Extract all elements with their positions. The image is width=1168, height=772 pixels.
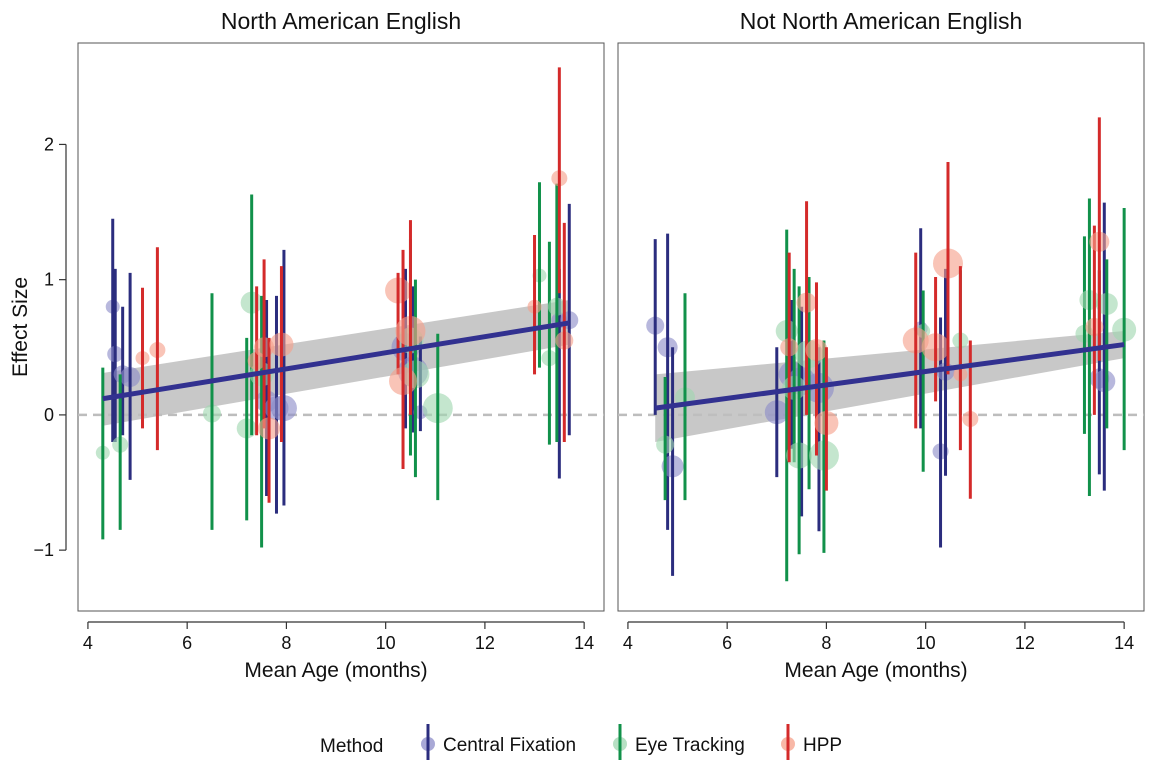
panel-not-north-american-english: Not North American English 4 6 8 10 12 14 Mean … <box>617 8 1145 682</box>
legend-label: HPP <box>803 735 842 756</box>
trend-line <box>102 320 570 402</box>
legend-label: Central Fixation <box>443 735 576 756</box>
x-axis-title: Mean Age (months) <box>784 659 967 682</box>
x-tick-label: 10 <box>916 633 936 653</box>
x-tick-label: 14 <box>1114 633 1134 653</box>
x-tick-label: 4 <box>623 633 633 653</box>
legend-label: Eye Tracking <box>635 735 745 756</box>
plot-frame <box>77 42 605 612</box>
x-tick-label: 10 <box>376 633 396 653</box>
trend-line <box>654 342 1125 411</box>
x-tick-label: 8 <box>821 633 831 653</box>
series-hpp <box>780 117 1110 499</box>
x-tick-label: 4 <box>83 633 93 653</box>
x-tick-label: 6 <box>182 633 192 653</box>
y-axis-title-group: Effect Size <box>9 277 32 377</box>
x-tick-label: 12 <box>475 633 495 653</box>
x-axis-title: Mean Age (months) <box>244 659 427 682</box>
panel-title: North American English <box>221 8 461 34</box>
y-tick-label: 2 <box>44 134 54 154</box>
confidence-band <box>655 331 1125 442</box>
legend-entry-central-fixation: Central Fixation <box>421 724 576 760</box>
series-hpp <box>135 67 574 503</box>
y-tick-label: −1 <box>33 540 54 560</box>
x-tick-label: 14 <box>574 633 594 653</box>
y-axis-title: Effect Size <box>9 277 32 377</box>
legend-entry-hpp: HPP <box>781 724 842 760</box>
panel-title: Not North American English <box>740 8 1023 34</box>
legend-title: Method <box>320 736 383 757</box>
y-tick-label: 1 <box>44 270 54 290</box>
x-tick-label: 6 <box>722 633 732 653</box>
x-tick-label: 12 <box>1015 633 1035 653</box>
plot-frame <box>617 42 1145 612</box>
x-tick-label: 8 <box>281 633 291 653</box>
legend: Method Central Fixation Eye Tracking HPP <box>320 724 842 760</box>
y-tick-label: 0 <box>44 405 54 425</box>
legend-entry-eye-tracking: Eye Tracking <box>613 724 745 760</box>
